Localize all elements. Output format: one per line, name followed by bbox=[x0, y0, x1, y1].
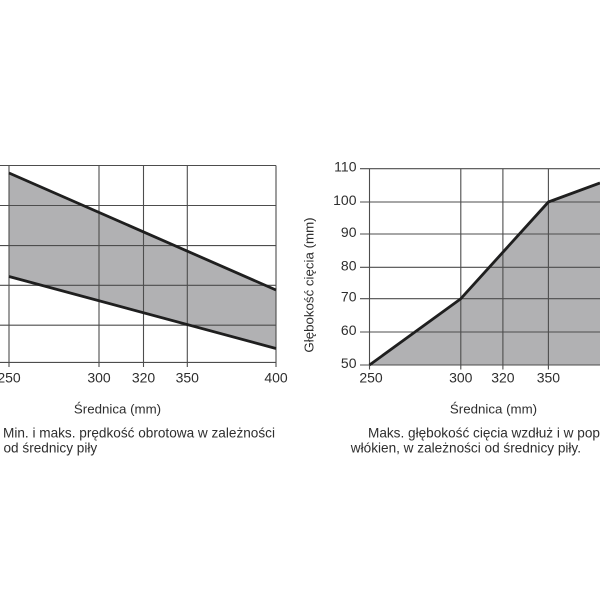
svg-text:300: 300 bbox=[87, 369, 111, 385]
svg-text:60: 60 bbox=[341, 322, 357, 338]
svg-text:90: 90 bbox=[341, 224, 357, 240]
svg-text:Maks. głębokość cięcia wzdłuż: Maks. głębokość cięcia wzdłuż i w poprze… bbox=[368, 425, 600, 440]
svg-text:Średnica (mm): Średnica (mm) bbox=[450, 402, 537, 417]
svg-text:80: 80 bbox=[341, 257, 357, 273]
svg-text:350: 350 bbox=[537, 369, 561, 385]
svg-text:300: 300 bbox=[449, 369, 473, 385]
svg-text:320: 320 bbox=[491, 369, 515, 385]
svg-text:Głębokość cięcia (mm): Głębokość cięcia (mm) bbox=[302, 217, 317, 352]
svg-text:320: 320 bbox=[132, 369, 156, 385]
svg-text:Średnica (mm): Średnica (mm) bbox=[74, 402, 161, 417]
svg-text:110: 110 bbox=[334, 159, 357, 175]
svg-text:70: 70 bbox=[341, 289, 357, 305]
svg-text:Min. i maks. prędkość obrotowa: Min. i maks. prędkość obrotowa w zależno… bbox=[3, 425, 275, 440]
svg-text:50: 50 bbox=[341, 355, 357, 371]
svg-text:od średnicy piły: od średnicy piły bbox=[4, 441, 98, 456]
svg-text:włókien, w zależności od średn: włókien, w zależności od średnicy piły. bbox=[350, 441, 581, 456]
svg-text:100: 100 bbox=[333, 192, 357, 208]
svg-text:250: 250 bbox=[0, 369, 21, 385]
svg-text:400: 400 bbox=[264, 369, 288, 385]
svg-text:250: 250 bbox=[359, 369, 383, 385]
svg-text:350: 350 bbox=[176, 369, 200, 385]
